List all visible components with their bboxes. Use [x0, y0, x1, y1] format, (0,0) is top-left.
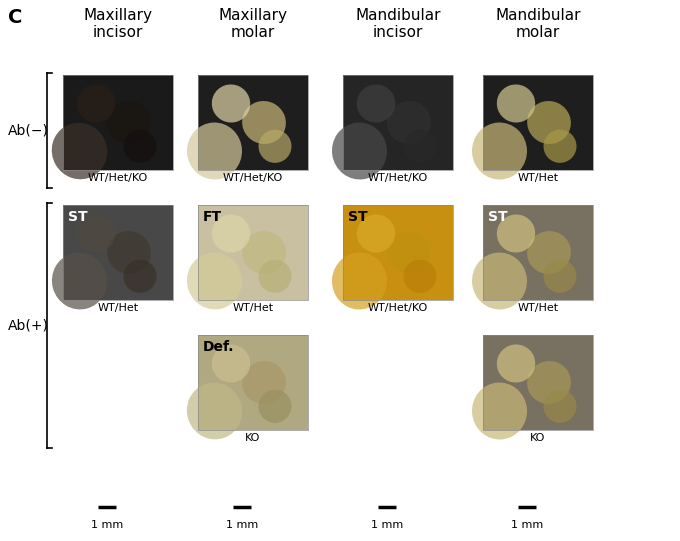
Text: ST: ST — [348, 210, 368, 224]
Ellipse shape — [187, 382, 242, 439]
Text: ST: ST — [68, 210, 88, 224]
Ellipse shape — [387, 231, 431, 274]
Text: Ab(+): Ab(+) — [8, 319, 49, 333]
Text: WT/Het: WT/Het — [233, 303, 273, 313]
Ellipse shape — [527, 101, 571, 144]
Bar — [483, 335, 593, 430]
Bar — [483, 205, 593, 300]
Ellipse shape — [258, 130, 292, 163]
Ellipse shape — [52, 253, 107, 309]
Text: WT/Het: WT/Het — [517, 303, 558, 313]
Text: Maxillary
molar: Maxillary molar — [218, 8, 288, 41]
Ellipse shape — [187, 253, 242, 309]
Text: Mandibular
molar: Mandibular molar — [495, 8, 581, 41]
Text: 1 mm: 1 mm — [511, 520, 543, 530]
Ellipse shape — [497, 84, 535, 123]
Text: Mandibular
incisor: Mandibular incisor — [355, 8, 441, 41]
Bar — [343, 205, 453, 300]
Ellipse shape — [543, 390, 577, 423]
Bar — [198, 75, 308, 170]
Ellipse shape — [258, 390, 292, 423]
Bar — [198, 335, 308, 430]
Ellipse shape — [211, 345, 250, 382]
Bar — [343, 75, 453, 170]
Ellipse shape — [52, 123, 107, 179]
Bar — [198, 205, 308, 300]
Bar — [483, 205, 593, 300]
Ellipse shape — [107, 101, 151, 144]
Ellipse shape — [497, 214, 535, 253]
Ellipse shape — [357, 84, 395, 122]
Text: 1 mm: 1 mm — [226, 520, 258, 530]
Bar — [63, 205, 173, 300]
Ellipse shape — [527, 231, 571, 274]
Text: WT/Het: WT/Het — [517, 173, 558, 183]
Ellipse shape — [543, 130, 577, 163]
Bar — [63, 205, 173, 300]
Text: FT: FT — [203, 210, 222, 224]
Text: Maxillary
incisor: Maxillary incisor — [84, 8, 152, 41]
Ellipse shape — [211, 214, 250, 253]
Ellipse shape — [543, 260, 577, 293]
Text: Def.: Def. — [203, 340, 235, 354]
Text: WT/Het/KO: WT/Het/KO — [223, 173, 283, 183]
Text: ST: ST — [488, 210, 508, 224]
Ellipse shape — [242, 231, 286, 274]
Bar — [343, 205, 453, 300]
Bar — [198, 205, 308, 300]
Bar — [343, 75, 453, 170]
Bar — [198, 335, 308, 430]
Ellipse shape — [242, 361, 286, 404]
Text: KO: KO — [530, 433, 545, 443]
Ellipse shape — [472, 382, 527, 439]
Text: WT/Het/KO: WT/Het/KO — [368, 173, 428, 183]
Ellipse shape — [124, 260, 156, 293]
Ellipse shape — [107, 231, 151, 274]
Ellipse shape — [472, 253, 527, 309]
Text: 1 mm: 1 mm — [371, 520, 403, 530]
Bar — [63, 75, 173, 170]
Bar — [483, 335, 593, 430]
Ellipse shape — [211, 84, 250, 123]
Ellipse shape — [403, 260, 437, 293]
Bar — [198, 75, 308, 170]
Bar — [483, 75, 593, 170]
Ellipse shape — [77, 214, 115, 253]
Ellipse shape — [527, 361, 571, 404]
Ellipse shape — [187, 122, 242, 180]
Text: Ab(−): Ab(−) — [8, 123, 49, 137]
Ellipse shape — [403, 130, 437, 163]
Ellipse shape — [258, 260, 292, 293]
Text: C: C — [8, 8, 22, 27]
Ellipse shape — [357, 214, 395, 253]
Ellipse shape — [497, 345, 535, 382]
Ellipse shape — [242, 101, 286, 144]
Ellipse shape — [472, 122, 527, 180]
Ellipse shape — [124, 130, 156, 163]
Text: WT/Het/KO: WT/Het/KO — [368, 303, 428, 313]
Ellipse shape — [332, 253, 387, 309]
Bar — [483, 75, 593, 170]
Text: WT/Het/KO: WT/Het/KO — [88, 173, 148, 183]
Text: WT/Het: WT/Het — [97, 303, 139, 313]
Text: KO: KO — [245, 433, 260, 443]
Text: 1 mm: 1 mm — [91, 520, 123, 530]
Ellipse shape — [387, 101, 431, 144]
Bar — [63, 75, 173, 170]
Ellipse shape — [77, 84, 115, 123]
Ellipse shape — [332, 122, 387, 180]
